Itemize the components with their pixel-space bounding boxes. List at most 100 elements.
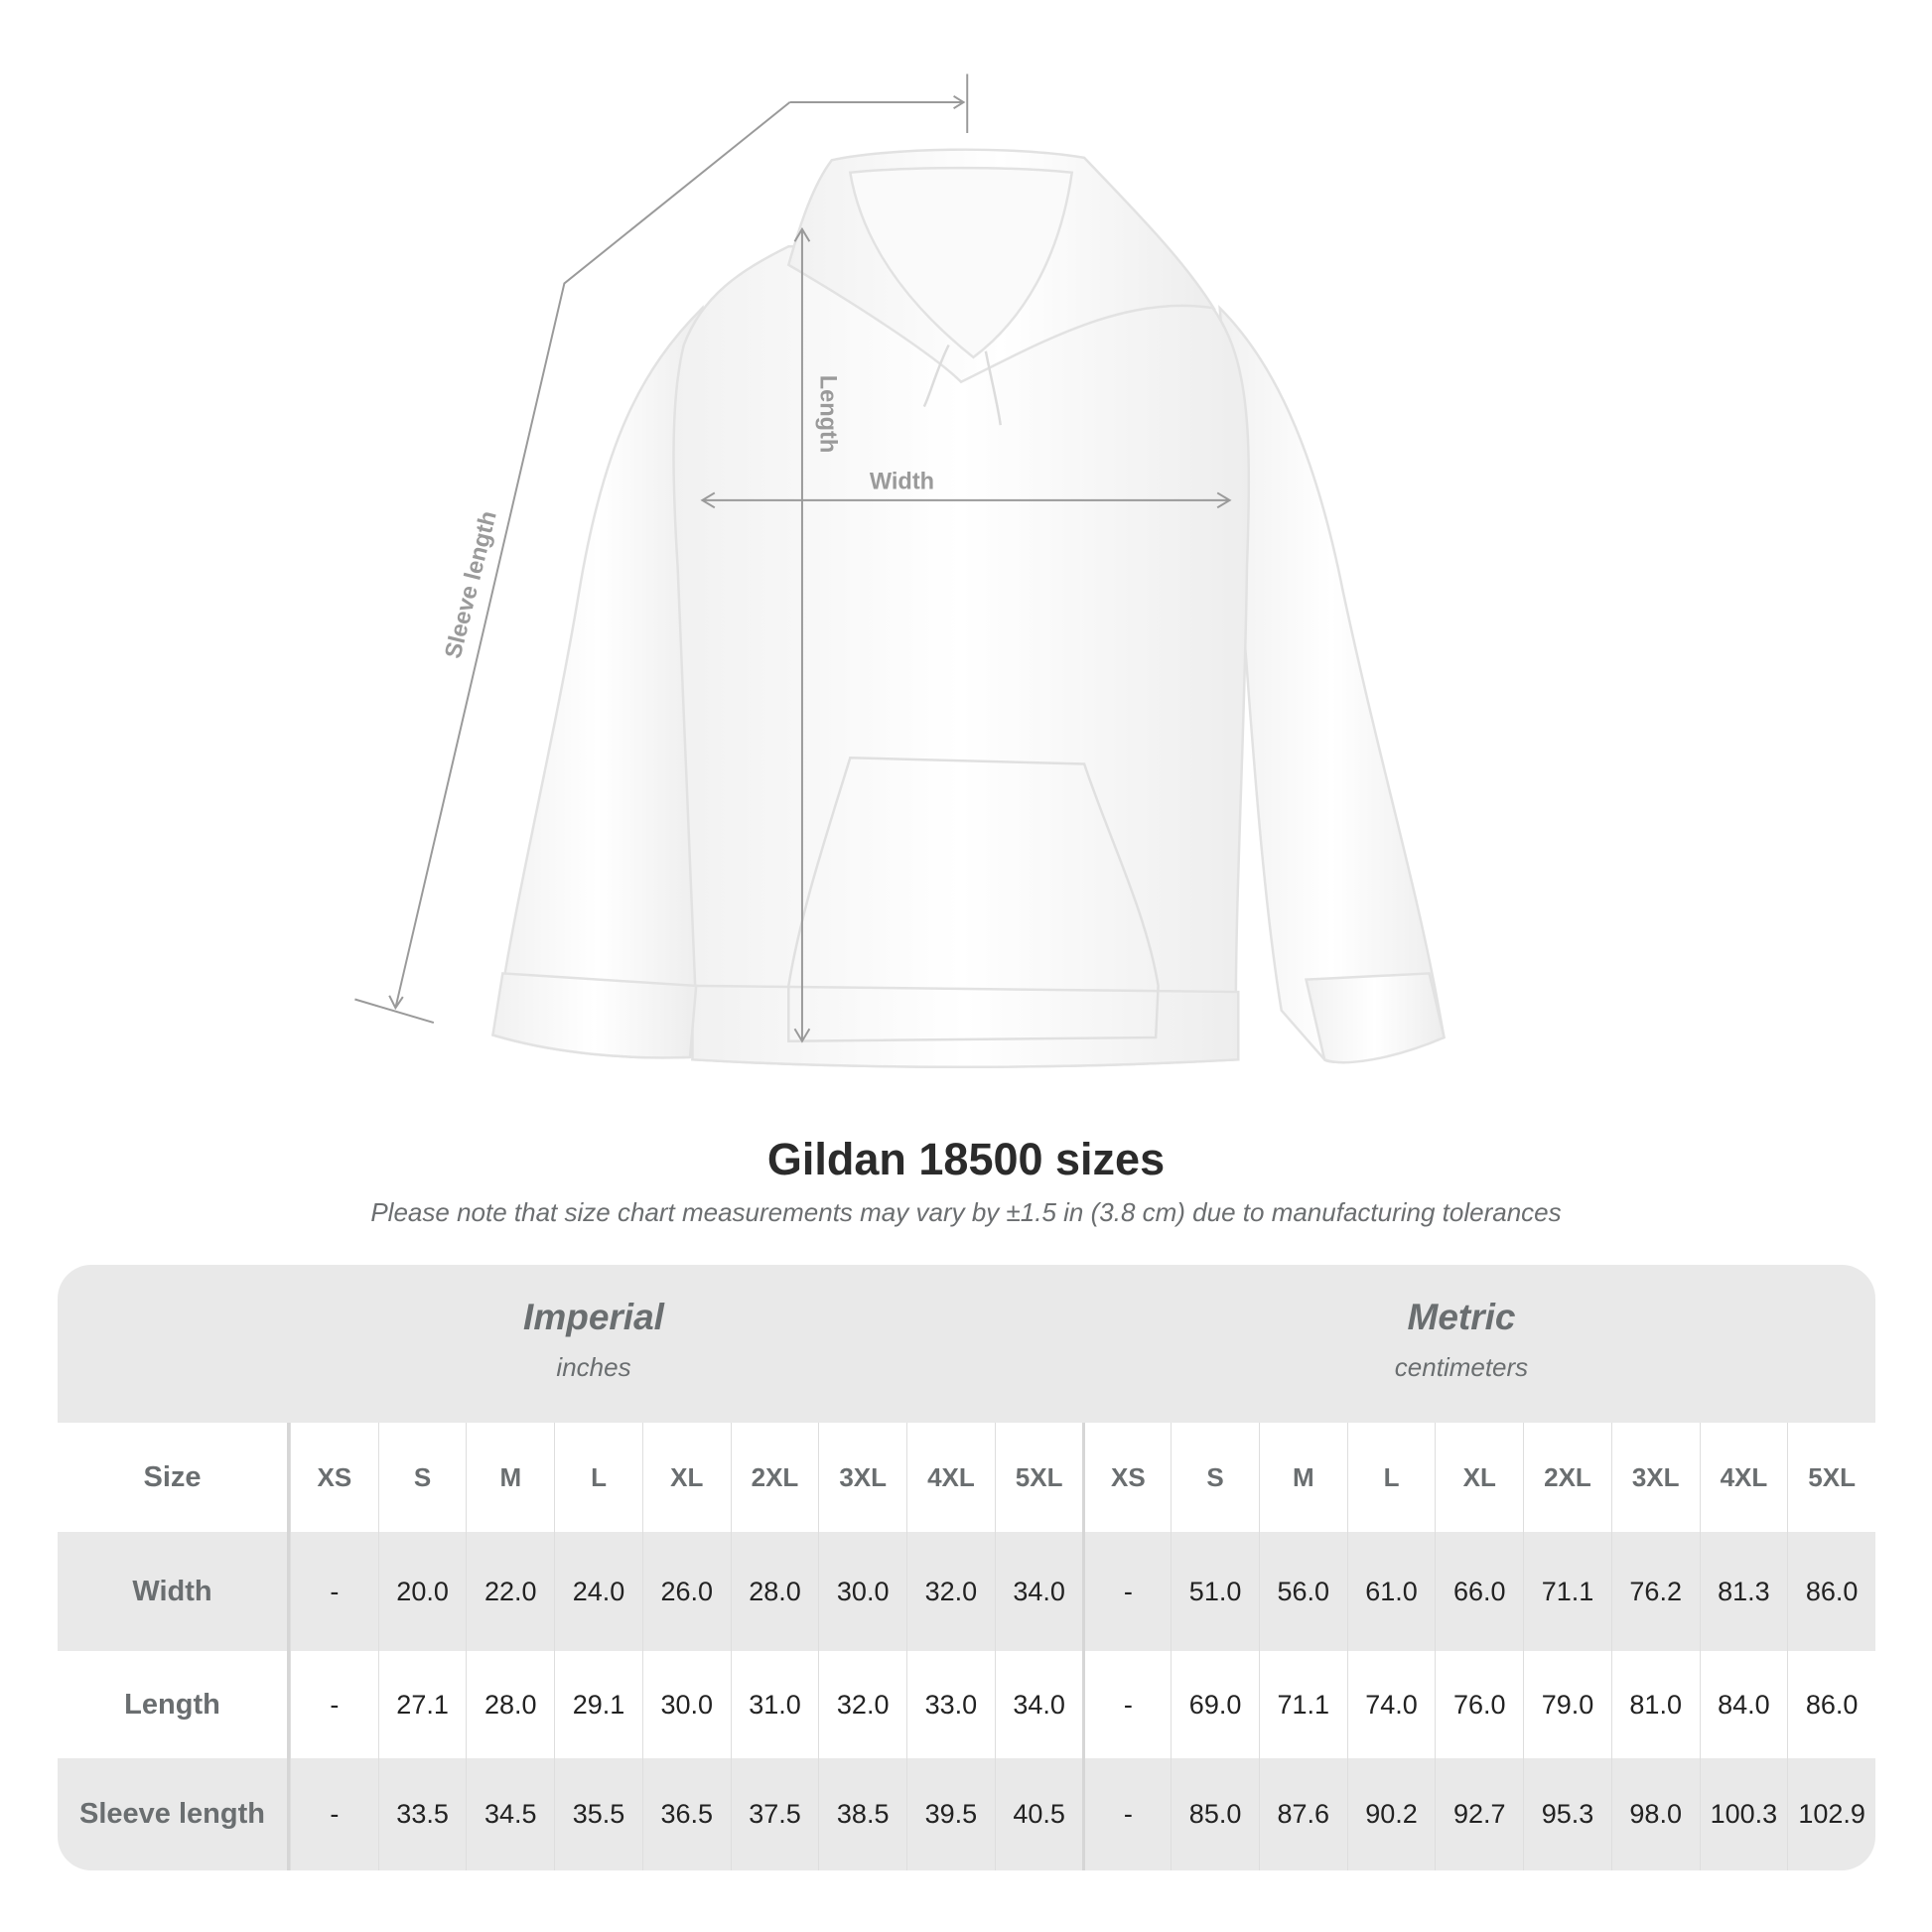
imperial-size-header: 3XL [818,1423,906,1532]
hoodie-illustration [490,148,1446,1069]
imperial-value-cell: 33.5 [377,1758,467,1870]
metric-value-cell: 98.0 [1610,1758,1700,1870]
row-label: Sleeve length [58,1758,290,1870]
sleeve-length-line [354,73,969,1025]
measurement-lines [354,73,1232,1043]
tolerance-note: Please note that size chart measurements… [370,1197,1562,1227]
left-sleeve [490,305,704,1059]
imperial-size-header: 2XL [730,1423,819,1532]
metric-value-cell: 100.3 [1699,1758,1788,1870]
metric-value-cell: 85.0 [1171,1758,1259,1870]
metric-size-header: 5XL [1787,1423,1875,1532]
metric-value-cell: 76.2 [1610,1532,1700,1651]
imperial-value-cell: 35.5 [554,1758,642,1870]
imperial-value-cell: 31.0 [730,1651,819,1758]
imperial-title: Imperial [523,1297,664,1337]
imperial-value-cell: 32.0 [818,1651,906,1758]
metric-value-cell: 87.6 [1258,1758,1347,1870]
imperial-size-header: M [466,1423,554,1532]
metric-value-cell: - [1082,1758,1172,1870]
metric-value-cell: 95.3 [1523,1758,1611,1870]
imperial-size-header: 5XL [994,1423,1083,1532]
metric-value-cell: 79.0 [1523,1651,1611,1758]
metric-value-cell: 81.3 [1699,1532,1788,1651]
metric-value-cell: 86.0 [1787,1651,1875,1758]
imperial-size-header: L [554,1423,642,1532]
imperial-value-cell: 28.0 [466,1651,554,1758]
metric-size-header: 4XL [1699,1423,1788,1532]
imperial-value-cell: 30.0 [641,1651,731,1758]
imperial-unit: inches [556,1352,631,1382]
imperial-size-header: 4XL [906,1423,995,1532]
imperial-header: Imperial inches [395,1297,792,1383]
metric-value-cell: 61.0 [1346,1532,1436,1651]
metric-unit: centimeters [1394,1352,1529,1382]
metric-value-cell: 81.0 [1610,1651,1700,1758]
metric-size-header: M [1258,1423,1347,1532]
metric-size-header: XS [1082,1423,1171,1532]
imperial-value-cell: 38.5 [818,1758,907,1870]
imperial-value-cell: 36.5 [641,1758,731,1870]
imperial-value-cell: 26.0 [641,1532,731,1651]
imperial-value-cell: 37.5 [730,1758,819,1870]
imperial-value-cell: 29.1 [554,1651,642,1758]
metric-value-cell: 66.0 [1435,1532,1524,1651]
imperial-value-cell: 28.0 [730,1532,819,1651]
imperial-value-cell: 34.0 [994,1532,1083,1651]
metric-value-cell: 56.0 [1258,1532,1347,1651]
metric-value-cell: 71.1 [1258,1651,1347,1758]
kangaroo-pocket [787,756,1160,1042]
imperial-value-cell: - [290,1651,378,1758]
imperial-value-cell: 39.5 [906,1758,995,1870]
imperial-value-cell: 20.0 [377,1532,467,1651]
metric-value-cell: 74.0 [1346,1651,1436,1758]
imperial-value-cell: 33.0 [906,1651,995,1758]
imperial-size-header: XL [641,1423,731,1532]
metric-value-cell: 90.2 [1346,1758,1436,1870]
right-sleeve [1218,305,1446,1063]
metric-value-cell: 102.9 [1787,1758,1875,1870]
imperial-value-cell: 32.0 [906,1532,995,1651]
metric-header: Metric centimeters [1263,1297,1660,1383]
imperial-size-header: XS [290,1423,378,1532]
drawstrings [922,344,1002,426]
metric-size-header: 2XL [1523,1423,1611,1532]
waistband [691,984,1240,1069]
imperial-value-cell: 40.5 [994,1758,1083,1870]
sleeve-length-label: Sleeve length [440,508,501,661]
metric-value-cell: 84.0 [1699,1651,1788,1758]
metric-value-cell: 69.0 [1171,1651,1259,1758]
metric-value-cell: 71.1 [1523,1532,1611,1651]
imperial-value-cell: 22.0 [466,1532,555,1651]
width-label: Width [870,469,934,494]
row-label: Width [58,1532,290,1651]
size-row-label: Size [58,1423,290,1532]
metric-size-header: L [1346,1423,1436,1532]
width-line [700,491,1232,509]
length-line [793,226,811,1043]
hood-opening [848,166,1074,359]
metric-value-cell: - [1082,1532,1172,1651]
metric-value-cell: 86.0 [1787,1532,1875,1651]
metric-value-cell: - [1082,1651,1171,1758]
metric-value-cell: 92.7 [1435,1758,1524,1870]
table-header: Imperial inches Metric centimeters [58,1265,1875,1423]
metric-size-header: 3XL [1610,1423,1700,1532]
imperial-value-cell: 34.5 [466,1758,555,1870]
metric-value-cell: 51.0 [1171,1532,1259,1651]
imperial-value-cell: 34.0 [994,1651,1083,1758]
imperial-value-cell: 24.0 [554,1532,642,1651]
left-cuff [491,972,698,1059]
metric-value-cell: 76.0 [1435,1651,1523,1758]
metric-size-header: XL [1435,1423,1523,1532]
row-label: Length [58,1651,290,1758]
size-chart-table: Imperial inches Metric centimeters Size X… [58,1265,1875,1870]
metric-title: Metric [1407,1297,1516,1337]
page-title: Gildan 18500 sizes [766,1134,1166,1184]
length-label: Length [816,375,842,454]
imperial-value-cell: 30.0 [818,1532,907,1651]
imperial-size-header: S [377,1423,467,1532]
metric-size-header: S [1171,1423,1259,1532]
imperial-value-cell: - [290,1532,378,1651]
